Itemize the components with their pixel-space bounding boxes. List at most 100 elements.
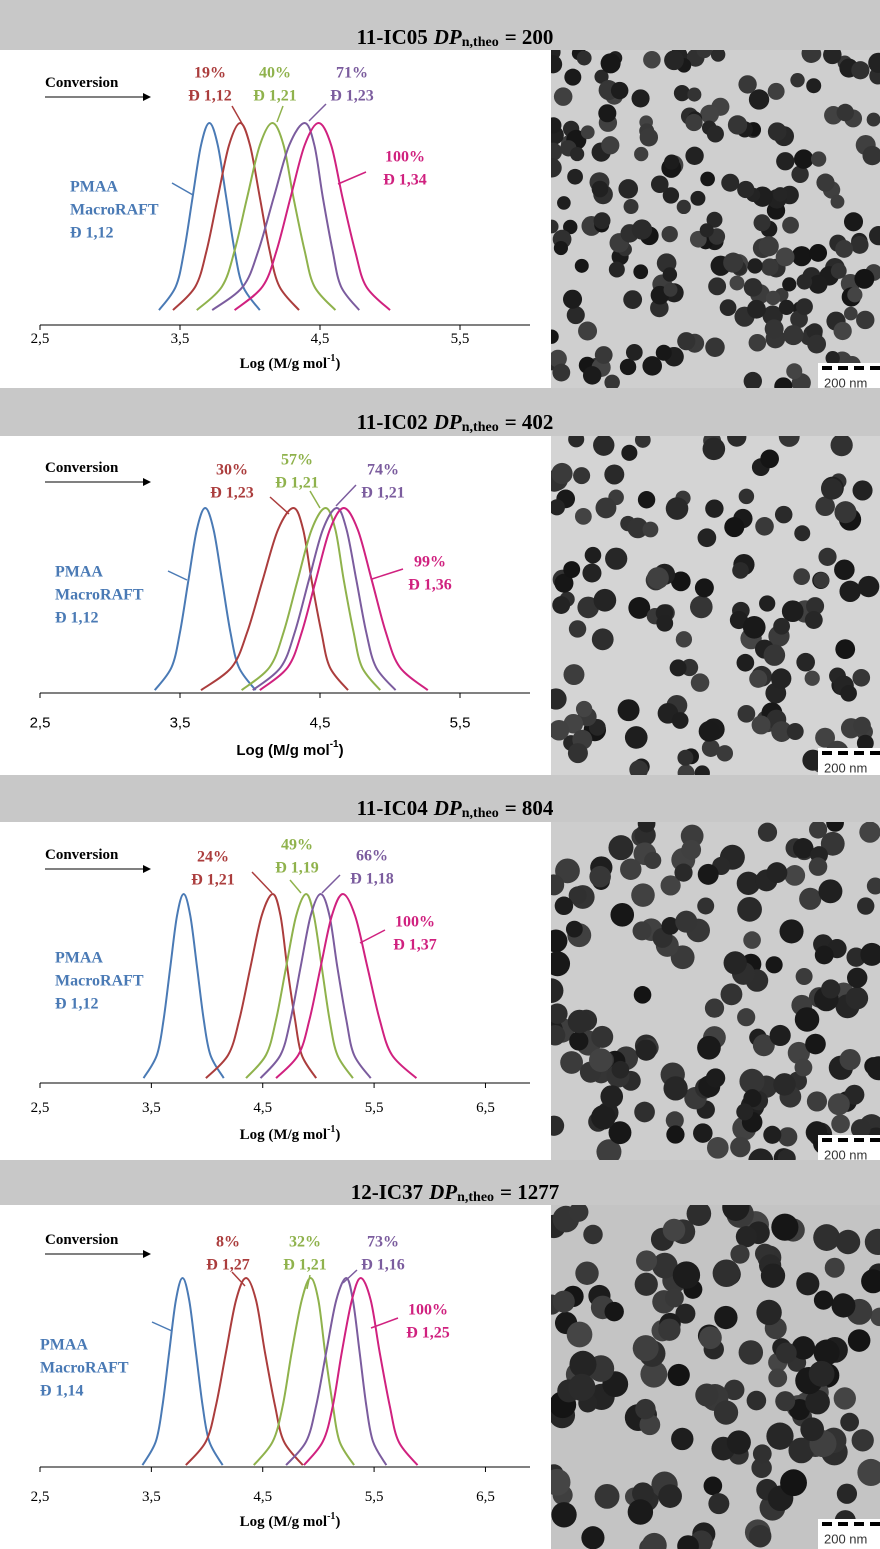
particle — [663, 154, 680, 170]
particle — [621, 444, 638, 461]
particle — [608, 261, 625, 278]
particle — [780, 1469, 807, 1497]
distribution-curve — [233, 121, 391, 311]
particle — [815, 727, 836, 748]
header-band — [0, 0, 880, 50]
particle — [713, 1400, 739, 1425]
particle — [866, 877, 880, 895]
x-label-sup: -1 — [330, 739, 339, 750]
particle — [830, 194, 845, 209]
particle — [563, 219, 578, 235]
particle — [695, 1383, 719, 1407]
particle — [635, 1039, 657, 1061]
particle — [738, 1340, 764, 1365]
particle — [716, 745, 734, 762]
particle — [563, 561, 581, 578]
particle — [593, 588, 617, 612]
header-band — [0, 775, 880, 822]
particle — [753, 214, 771, 232]
x-label-sup: -1 — [327, 353, 335, 364]
particle — [730, 1244, 750, 1264]
particle — [593, 436, 615, 456]
x-tick-label: 4,5 — [253, 1100, 272, 1116]
particle — [844, 1084, 865, 1105]
particle — [632, 1482, 654, 1505]
title-code: 11-IC05 — [357, 25, 428, 49]
particle — [551, 329, 559, 344]
particle — [710, 50, 726, 62]
particle — [866, 112, 880, 127]
particle — [796, 274, 813, 290]
particle — [737, 180, 755, 199]
x-label-close: ) — [335, 1127, 340, 1143]
particle — [835, 639, 856, 660]
particle — [816, 173, 835, 192]
particle — [662, 187, 680, 204]
scale-bar-label: 200 nm — [824, 1148, 867, 1163]
particle — [770, 668, 792, 689]
particle — [664, 50, 684, 71]
x-tick-label: 4,5 — [253, 1489, 272, 1505]
particle — [767, 82, 785, 100]
particle — [655, 344, 672, 361]
particle — [804, 670, 820, 686]
particle — [758, 236, 779, 257]
particle — [765, 956, 783, 974]
curve-label: 24% — [197, 849, 229, 866]
curve-label: MacroRAFT — [40, 1360, 129, 1377]
particle — [792, 838, 814, 859]
particle — [747, 258, 763, 274]
particle — [732, 562, 749, 579]
title-value: = 200 — [505, 25, 554, 49]
particle — [641, 1532, 667, 1549]
distribution-curve — [185, 1276, 304, 1466]
particle — [591, 180, 609, 198]
particle — [772, 187, 788, 202]
curve-label: Đ 1,21 — [275, 475, 319, 492]
particle — [604, 374, 620, 391]
particle — [747, 299, 766, 319]
particle — [690, 190, 706, 206]
particle — [566, 1321, 593, 1348]
particle — [553, 240, 568, 256]
particle — [850, 1119, 871, 1139]
x-tick-label: 2,5 — [31, 331, 50, 347]
particle — [631, 883, 655, 907]
particle — [836, 1483, 858, 1504]
particle — [781, 600, 804, 623]
particle — [769, 1024, 791, 1047]
distribution-curve — [245, 892, 354, 1079]
curve-label: Đ 1,21 — [253, 88, 297, 105]
particle — [629, 760, 649, 778]
curve-label: 32% — [289, 1234, 321, 1251]
x-label-text: Log (M/g mol — [240, 1127, 328, 1143]
particle — [751, 715, 771, 735]
particle — [685, 113, 703, 132]
panel-title: 11-IC05 DPn,theo = 200 — [357, 25, 554, 50]
curve-label: MacroRAFT — [70, 202, 159, 219]
particle — [567, 168, 583, 185]
particle — [658, 1318, 681, 1341]
particle — [702, 437, 726, 461]
particle — [835, 239, 854, 258]
particle — [644, 851, 662, 870]
particle — [827, 1093, 850, 1116]
particle — [737, 704, 756, 723]
particle — [694, 765, 710, 778]
particle — [805, 1389, 830, 1415]
particle — [815, 496, 835, 517]
particle — [809, 822, 828, 839]
particle — [736, 1103, 754, 1121]
particle — [690, 673, 710, 692]
particle — [699, 223, 714, 238]
particle — [806, 597, 825, 616]
particle — [634, 1272, 658, 1296]
particle — [788, 1437, 815, 1464]
particle — [551, 349, 567, 368]
distribution-curve — [275, 892, 418, 1079]
particle — [640, 1360, 668, 1388]
particle — [574, 258, 589, 273]
particle — [598, 104, 617, 123]
particle — [551, 117, 562, 134]
